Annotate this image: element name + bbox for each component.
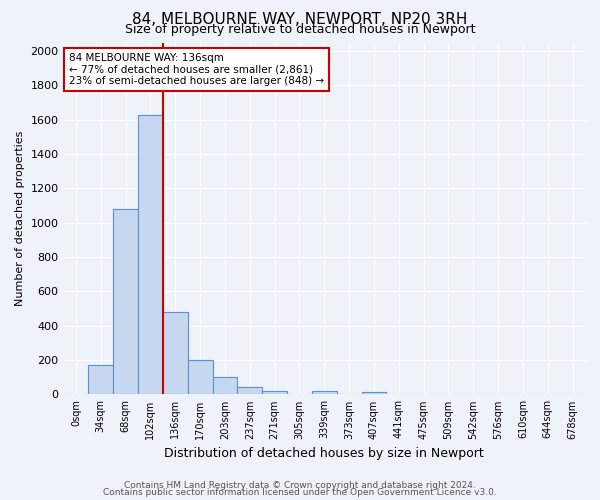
Y-axis label: Number of detached properties: Number of detached properties <box>15 131 25 306</box>
Bar <box>212 378 238 394</box>
Bar <box>188 360 212 394</box>
Bar <box>138 116 163 394</box>
X-axis label: Distribution of detached houses by size in Newport: Distribution of detached houses by size … <box>164 447 484 460</box>
Text: Contains HM Land Registry data © Crown copyright and database right 2024.: Contains HM Land Registry data © Crown c… <box>124 480 476 490</box>
Text: Size of property relative to detached houses in Newport: Size of property relative to detached ho… <box>125 22 475 36</box>
Text: 84, MELBOURNE WAY, NEWPORT, NP20 3RH: 84, MELBOURNE WAY, NEWPORT, NP20 3RH <box>133 12 467 28</box>
Bar <box>312 391 337 394</box>
Bar <box>113 209 138 394</box>
Bar <box>88 365 113 394</box>
Bar <box>163 312 188 394</box>
Bar <box>238 386 262 394</box>
Text: 84 MELBOURNE WAY: 136sqm
← 77% of detached houses are smaller (2,861)
23% of sem: 84 MELBOURNE WAY: 136sqm ← 77% of detach… <box>69 53 324 86</box>
Bar <box>362 392 386 394</box>
Bar <box>262 391 287 394</box>
Text: Contains public sector information licensed under the Open Government Licence v3: Contains public sector information licen… <box>103 488 497 497</box>
